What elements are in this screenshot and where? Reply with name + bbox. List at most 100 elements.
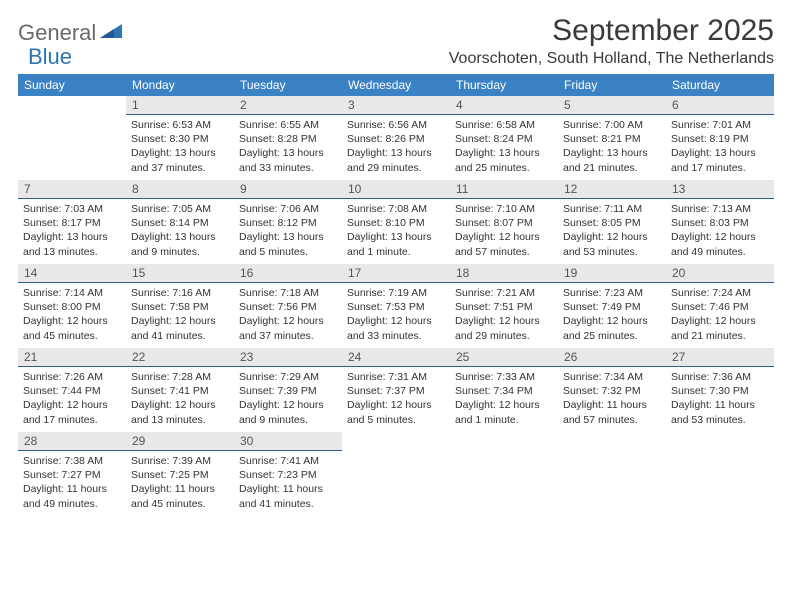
day-info: Sunrise: 7:24 AMSunset: 7:46 PMDaylight:… bbox=[666, 283, 774, 345]
day-info: Sunrise: 7:08 AMSunset: 8:10 PMDaylight:… bbox=[342, 199, 450, 261]
day-number: 11 bbox=[450, 180, 558, 199]
calendar-day-cell: 7Sunrise: 7:03 AMSunset: 8:17 PMDaylight… bbox=[18, 180, 126, 264]
day-info: Sunrise: 7:36 AMSunset: 7:30 PMDaylight:… bbox=[666, 367, 774, 429]
calendar-empty-cell bbox=[558, 432, 666, 516]
day-info: Sunrise: 7:41 AMSunset: 7:23 PMDaylight:… bbox=[234, 451, 342, 513]
calendar-day-cell: 30Sunrise: 7:41 AMSunset: 7:23 PMDayligh… bbox=[234, 432, 342, 516]
calendar-header-row: SundayMondayTuesdayWednesdayThursdayFrid… bbox=[18, 74, 774, 96]
day-number: 6 bbox=[666, 96, 774, 115]
weekday-header: Sunday bbox=[18, 74, 126, 96]
day-info: Sunrise: 7:34 AMSunset: 7:32 PMDaylight:… bbox=[558, 367, 666, 429]
day-number: 24 bbox=[342, 348, 450, 367]
day-info: Sunrise: 6:56 AMSunset: 8:26 PMDaylight:… bbox=[342, 115, 450, 177]
day-info: Sunrise: 7:18 AMSunset: 7:56 PMDaylight:… bbox=[234, 283, 342, 345]
calendar-day-cell: 19Sunrise: 7:23 AMSunset: 7:49 PMDayligh… bbox=[558, 264, 666, 348]
calendar-day-cell: 9Sunrise: 7:06 AMSunset: 8:12 PMDaylight… bbox=[234, 180, 342, 264]
calendar-day-cell: 24Sunrise: 7:31 AMSunset: 7:37 PMDayligh… bbox=[342, 348, 450, 432]
calendar-day-cell: 15Sunrise: 7:16 AMSunset: 7:58 PMDayligh… bbox=[126, 264, 234, 348]
day-number: 29 bbox=[126, 432, 234, 451]
day-info: Sunrise: 7:11 AMSunset: 8:05 PMDaylight:… bbox=[558, 199, 666, 261]
calendar-page: General September 2025 Voorschoten, Sout… bbox=[0, 0, 792, 516]
day-info: Sunrise: 7:03 AMSunset: 8:17 PMDaylight:… bbox=[18, 199, 126, 261]
day-info: Sunrise: 7:13 AMSunset: 8:03 PMDaylight:… bbox=[666, 199, 774, 261]
calendar-day-cell: 6Sunrise: 7:01 AMSunset: 8:19 PMDaylight… bbox=[666, 96, 774, 180]
weekday-header: Tuesday bbox=[234, 74, 342, 96]
calendar-day-cell: 10Sunrise: 7:08 AMSunset: 8:10 PMDayligh… bbox=[342, 180, 450, 264]
calendar-week-row: 28Sunrise: 7:38 AMSunset: 7:27 PMDayligh… bbox=[18, 432, 774, 516]
day-info: Sunrise: 7:14 AMSunset: 8:00 PMDaylight:… bbox=[18, 283, 126, 345]
day-info: Sunrise: 6:58 AMSunset: 8:24 PMDaylight:… bbox=[450, 115, 558, 177]
calendar-day-cell: 11Sunrise: 7:10 AMSunset: 8:07 PMDayligh… bbox=[450, 180, 558, 264]
calendar-day-cell: 23Sunrise: 7:29 AMSunset: 7:39 PMDayligh… bbox=[234, 348, 342, 432]
logo-text-blue: Blue bbox=[28, 44, 72, 69]
calendar-table: SundayMondayTuesdayWednesdayThursdayFrid… bbox=[18, 74, 774, 516]
day-info: Sunrise: 7:01 AMSunset: 8:19 PMDaylight:… bbox=[666, 115, 774, 177]
day-number: 28 bbox=[18, 432, 126, 451]
day-number: 23 bbox=[234, 348, 342, 367]
logo-triangle-icon bbox=[100, 22, 124, 45]
calendar-day-cell: 12Sunrise: 7:11 AMSunset: 8:05 PMDayligh… bbox=[558, 180, 666, 264]
calendar-day-cell: 17Sunrise: 7:19 AMSunset: 7:53 PMDayligh… bbox=[342, 264, 450, 348]
logo: General bbox=[18, 14, 126, 46]
day-number: 21 bbox=[18, 348, 126, 367]
day-number: 20 bbox=[666, 264, 774, 283]
day-number: 27 bbox=[666, 348, 774, 367]
day-number: 9 bbox=[234, 180, 342, 199]
logo-blue-wrap: Blue bbox=[28, 44, 72, 70]
calendar-day-cell: 2Sunrise: 6:55 AMSunset: 8:28 PMDaylight… bbox=[234, 96, 342, 180]
day-info: Sunrise: 7:05 AMSunset: 8:14 PMDaylight:… bbox=[126, 199, 234, 261]
calendar-day-cell: 28Sunrise: 7:38 AMSunset: 7:27 PMDayligh… bbox=[18, 432, 126, 516]
calendar-empty-cell bbox=[342, 432, 450, 516]
calendar-week-row: 21Sunrise: 7:26 AMSunset: 7:44 PMDayligh… bbox=[18, 348, 774, 432]
weekday-header: Monday bbox=[126, 74, 234, 96]
calendar-day-cell: 5Sunrise: 7:00 AMSunset: 8:21 PMDaylight… bbox=[558, 96, 666, 180]
day-info: Sunrise: 7:29 AMSunset: 7:39 PMDaylight:… bbox=[234, 367, 342, 429]
day-number: 22 bbox=[126, 348, 234, 367]
day-info: Sunrise: 6:53 AMSunset: 8:30 PMDaylight:… bbox=[126, 115, 234, 177]
day-number: 15 bbox=[126, 264, 234, 283]
day-info: Sunrise: 7:39 AMSunset: 7:25 PMDaylight:… bbox=[126, 451, 234, 513]
day-info: Sunrise: 7:23 AMSunset: 7:49 PMDaylight:… bbox=[558, 283, 666, 345]
day-info: Sunrise: 6:55 AMSunset: 8:28 PMDaylight:… bbox=[234, 115, 342, 177]
weekday-header: Saturday bbox=[666, 74, 774, 96]
day-number: 1 bbox=[126, 96, 234, 115]
weekday-header: Wednesday bbox=[342, 74, 450, 96]
weekday-header: Friday bbox=[558, 74, 666, 96]
location-text: Voorschoten, South Holland, The Netherla… bbox=[449, 50, 774, 68]
day-info: Sunrise: 7:19 AMSunset: 7:53 PMDaylight:… bbox=[342, 283, 450, 345]
calendar-day-cell: 27Sunrise: 7:36 AMSunset: 7:30 PMDayligh… bbox=[666, 348, 774, 432]
day-number: 4 bbox=[450, 96, 558, 115]
day-number: 3 bbox=[342, 96, 450, 115]
calendar-week-row: 14Sunrise: 7:14 AMSunset: 8:00 PMDayligh… bbox=[18, 264, 774, 348]
calendar-day-cell: 21Sunrise: 7:26 AMSunset: 7:44 PMDayligh… bbox=[18, 348, 126, 432]
day-number: 30 bbox=[234, 432, 342, 451]
calendar-day-cell: 8Sunrise: 7:05 AMSunset: 8:14 PMDaylight… bbox=[126, 180, 234, 264]
day-number: 5 bbox=[558, 96, 666, 115]
day-info: Sunrise: 7:26 AMSunset: 7:44 PMDaylight:… bbox=[18, 367, 126, 429]
day-number: 18 bbox=[450, 264, 558, 283]
calendar-empty-cell bbox=[450, 432, 558, 516]
day-number: 12 bbox=[558, 180, 666, 199]
calendar-day-cell: 20Sunrise: 7:24 AMSunset: 7:46 PMDayligh… bbox=[666, 264, 774, 348]
day-number: 2 bbox=[234, 96, 342, 115]
title-block: September 2025 Voorschoten, South Hollan… bbox=[449, 14, 774, 68]
day-number: 25 bbox=[450, 348, 558, 367]
day-number: 14 bbox=[18, 264, 126, 283]
day-number: 19 bbox=[558, 264, 666, 283]
day-info: Sunrise: 7:16 AMSunset: 7:58 PMDaylight:… bbox=[126, 283, 234, 345]
day-info: Sunrise: 7:33 AMSunset: 7:34 PMDaylight:… bbox=[450, 367, 558, 429]
calendar-day-cell: 14Sunrise: 7:14 AMSunset: 8:00 PMDayligh… bbox=[18, 264, 126, 348]
calendar-day-cell: 3Sunrise: 6:56 AMSunset: 8:26 PMDaylight… bbox=[342, 96, 450, 180]
day-info: Sunrise: 7:28 AMSunset: 7:41 PMDaylight:… bbox=[126, 367, 234, 429]
calendar-week-row: 1Sunrise: 6:53 AMSunset: 8:30 PMDaylight… bbox=[18, 96, 774, 180]
calendar-day-cell: 29Sunrise: 7:39 AMSunset: 7:25 PMDayligh… bbox=[126, 432, 234, 516]
day-number: 26 bbox=[558, 348, 666, 367]
calendar-day-cell: 13Sunrise: 7:13 AMSunset: 8:03 PMDayligh… bbox=[666, 180, 774, 264]
logo-text-general: General bbox=[18, 20, 96, 46]
day-number: 13 bbox=[666, 180, 774, 199]
calendar-empty-cell bbox=[18, 96, 126, 180]
calendar-day-cell: 25Sunrise: 7:33 AMSunset: 7:34 PMDayligh… bbox=[450, 348, 558, 432]
day-number: 16 bbox=[234, 264, 342, 283]
day-info: Sunrise: 7:31 AMSunset: 7:37 PMDaylight:… bbox=[342, 367, 450, 429]
weekday-header: Thursday bbox=[450, 74, 558, 96]
